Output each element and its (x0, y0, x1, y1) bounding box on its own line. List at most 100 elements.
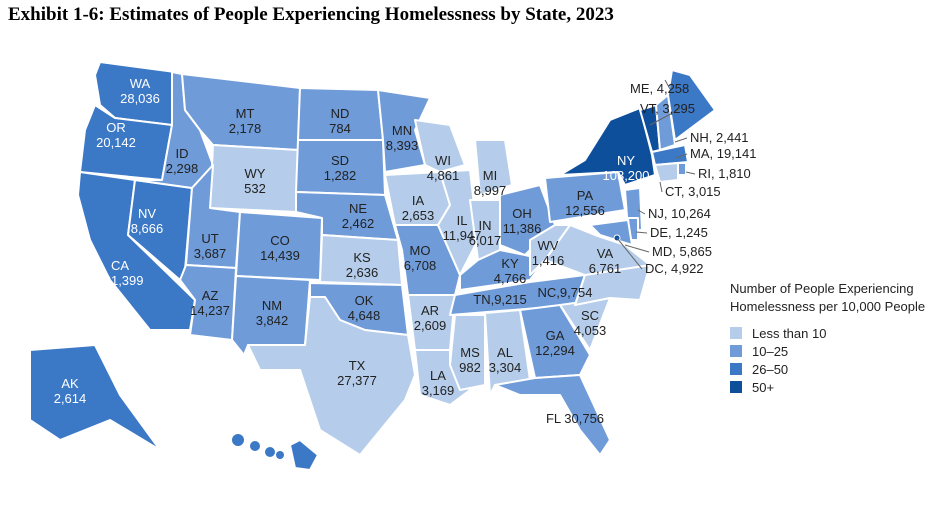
state-count: 3,304 (489, 360, 522, 375)
leader-line (635, 231, 648, 234)
state-wi (414, 119, 466, 173)
leader-line (659, 181, 663, 193)
state-count: 8,666 (131, 221, 164, 236)
legend-label: 26–50 (752, 361, 789, 377)
state-tx (247, 296, 416, 456)
state-ak (29, 344, 161, 451)
state-abbr: WA (130, 76, 151, 91)
state-label-wi: WI4,861 (427, 153, 460, 183)
state-label-ct: CT, 3,015 (665, 184, 721, 199)
state-label-ne: NE2,462 (342, 201, 375, 231)
legend: Number of People Experiencing Homelessne… (730, 280, 925, 396)
leader-line (685, 171, 696, 175)
state-count: 12,294 (535, 343, 575, 358)
leader-line (674, 137, 688, 143)
state-count: 12,556 (565, 203, 605, 218)
state-abbr: OK (355, 293, 374, 308)
state-abbr: OH (512, 206, 532, 221)
state-abbr: IL (457, 213, 468, 228)
state-label-va: VA6,761 (589, 246, 622, 276)
state-md (589, 219, 633, 246)
state-abbr: AZ (202, 288, 219, 303)
state-label-fl: FL 30,756 (546, 411, 604, 426)
state-abbr: TX (349, 358, 366, 373)
state-abbr: GA (546, 328, 565, 343)
state-ri (677, 162, 687, 176)
state-abbr: CA (111, 258, 129, 273)
state-count: 4,861 (427, 168, 460, 183)
state-abbr: VA (597, 246, 614, 261)
state-hi-island (276, 451, 284, 459)
state-label-ks: KS2,636 (346, 250, 379, 280)
legend-title-line1: Number of People Experiencing (730, 281, 914, 296)
state-count: 1,282 (324, 168, 357, 183)
state-abbr: MS (460, 345, 480, 360)
state-label-wv: WV1,416 (532, 238, 565, 268)
state-az (179, 264, 237, 341)
state-abbr: AR (421, 303, 439, 318)
state-label-mt: MT2,178 (229, 106, 262, 136)
state-count: 2,298 (166, 161, 199, 176)
legend-swatch (730, 327, 742, 339)
state-wv (529, 224, 571, 276)
state-abbr: SD (331, 153, 349, 168)
state-count: 2,609 (414, 318, 447, 333)
state-label-dc: DC, 4,922 (645, 261, 704, 276)
state-label-mo: MO6,708 (404, 243, 437, 273)
legend-label: 10–25 (752, 343, 789, 359)
state-label-md: MD, 5,865 (652, 244, 712, 259)
legend-label: Less than 10 (752, 325, 827, 341)
state-label-sd: SD1,282 (324, 153, 357, 183)
state-count: 20,142 (96, 135, 136, 150)
state-count: 6,017 (469, 233, 502, 248)
state-label-hi: HI6,223 (234, 471, 267, 501)
state-label-nj: NJ, 10,264 (648, 206, 711, 221)
state-abbr: NM (262, 298, 282, 313)
state-label-nh: NH, 2,441 (690, 130, 749, 145)
state-label-ky: KY4,766 (494, 256, 527, 286)
state-count: 4,053 (574, 323, 607, 338)
state-count: 28,036 (120, 91, 160, 106)
state-count: 27,377 (337, 373, 377, 388)
state-label-de: DE, 1,245 (650, 225, 708, 240)
state-abbr: NV (138, 206, 156, 221)
state-abbr: NY (617, 153, 635, 168)
state-count: 181,399 (97, 273, 144, 288)
state-label-la: LA3,169 (422, 368, 455, 398)
state-count: 6,761 (589, 261, 622, 276)
state-label-nv: NV8,666 (131, 206, 164, 236)
state-ga (519, 304, 591, 379)
state-count: 3,687 (194, 246, 227, 261)
state-count: 4,766 (494, 271, 527, 286)
legend-item: 10–25 (730, 342, 925, 360)
state-label-in: IN6,017 (469, 218, 502, 248)
state-abbr: ID (176, 146, 189, 161)
state-label-ma: MA, 19,141 (690, 146, 757, 161)
state-me (667, 69, 716, 141)
state-abbr: KS (353, 250, 371, 265)
leader-line (675, 153, 688, 159)
state-abbr: AK (61, 376, 79, 391)
leader-line (616, 237, 643, 270)
state-abbr: HI (244, 471, 257, 486)
state-count: 3,169 (422, 383, 455, 398)
state-label-ri: RI, 1,810 (698, 166, 751, 181)
state-count: 2,178 (229, 121, 262, 136)
state-count: 532 (244, 181, 266, 196)
state-label-mi: MI8,997 (474, 168, 507, 198)
state-abbr: KY (501, 256, 519, 271)
state-count: 103,200 (603, 168, 650, 183)
state-count: 2,653 (402, 208, 435, 223)
state-count: 14,439 (260, 248, 300, 263)
state-label-sc: SC4,053 (574, 308, 607, 338)
state-nh (655, 94, 676, 151)
state-hi-island (250, 441, 260, 451)
state-abbr: LA (430, 368, 446, 383)
